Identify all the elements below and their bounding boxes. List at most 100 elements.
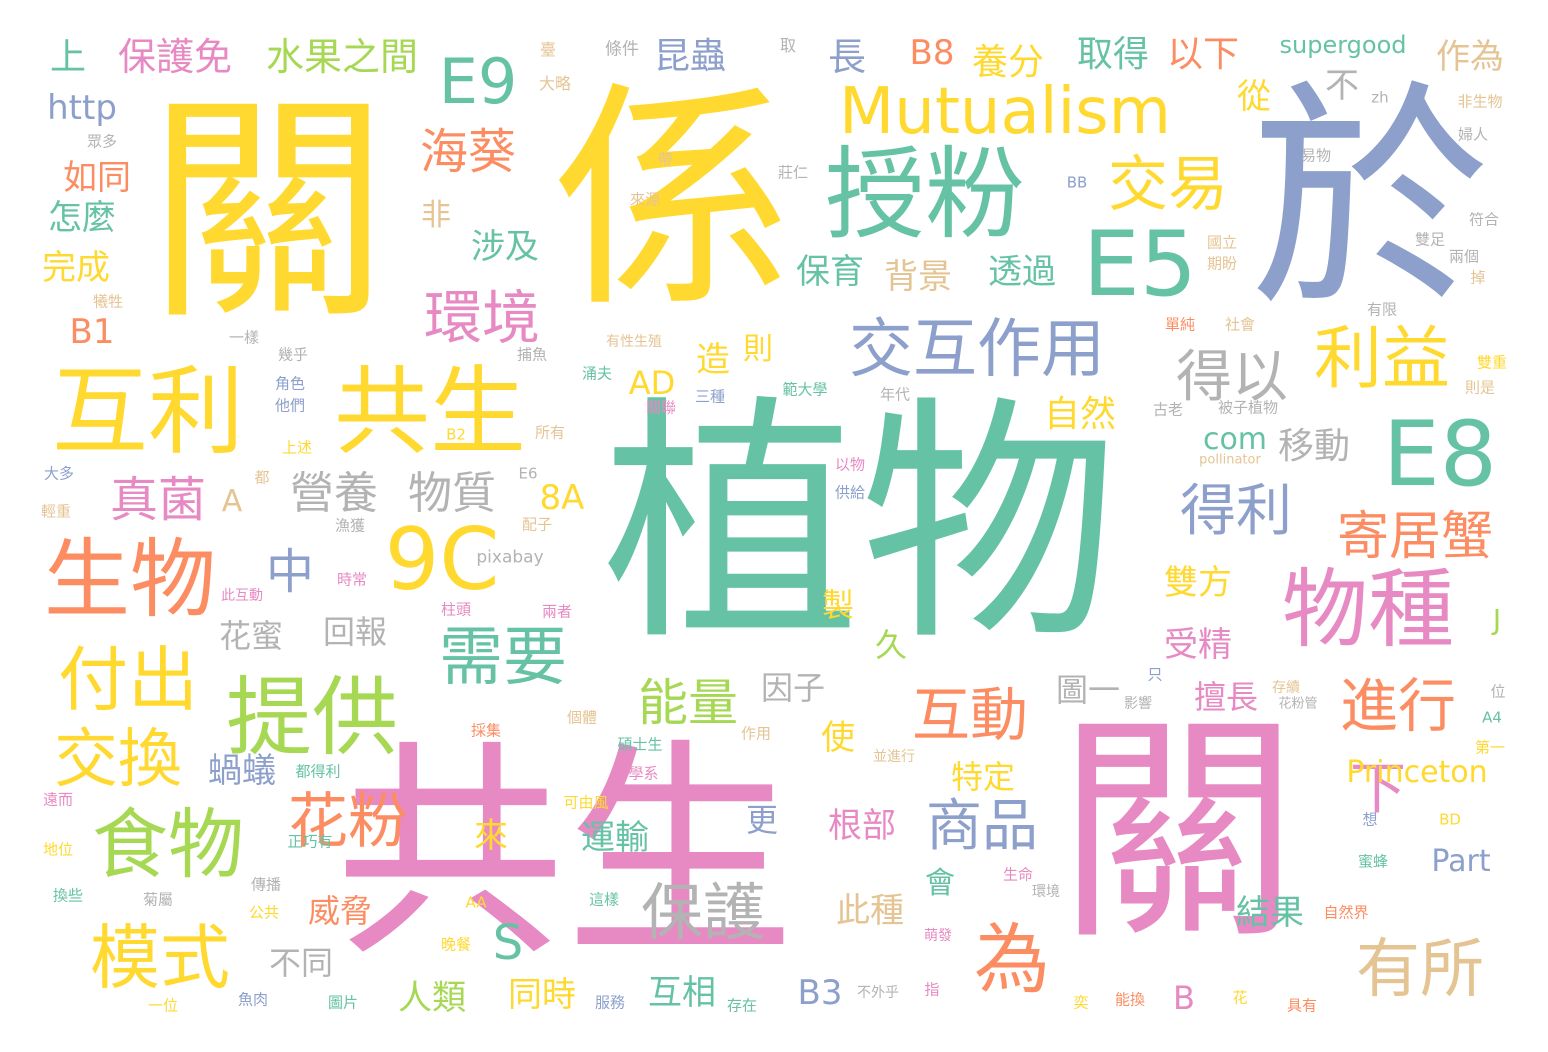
word: 存在 [726,996,758,1015]
word: 雙重 [1476,353,1508,372]
word: 中 [265,544,315,600]
word: 造 [696,340,730,380]
word: 不外乎 [857,985,899,1001]
word: 犧牲 [92,292,124,311]
word: 共生 [334,356,526,468]
word: 遠而 [42,790,74,809]
word: 一位 [147,996,179,1015]
word: 有限 [1366,300,1398,319]
word: B2 [446,425,466,444]
word: 互相 [648,973,716,1013]
word: 物質 [408,468,496,519]
word: 影響 [1124,696,1152,712]
word: 營養 [290,468,378,519]
word: 會 [925,866,955,901]
word: 交互作用 [849,313,1105,387]
word: 特定 [950,758,1016,796]
word: 從 [1237,77,1271,117]
word: 保護免 [117,35,233,79]
word: A [221,484,243,519]
word: 所有 [534,423,566,442]
word: 大略 [538,74,572,93]
word: Princeton [1346,755,1488,790]
word: 換些 [52,886,84,905]
word: 長 [827,35,867,79]
word: 年代 [879,385,911,404]
word: 兩者 [541,602,573,621]
word: zh [1371,88,1389,107]
word: 古老 [1152,400,1184,419]
word: 此種 [836,891,904,931]
word: 條件 [605,39,639,60]
word: 9C [384,510,500,610]
word: com [1202,422,1268,457]
word: 海葵 [419,124,517,180]
word: 輕重 [40,502,72,521]
word: 地位 [42,840,74,859]
word: 掉 [1470,268,1486,287]
word: 作為 [1436,37,1504,77]
word: pixabay [476,547,544,568]
word: 花粉 [288,787,408,857]
word: 服務 [594,993,626,1012]
word: 單純 [1164,315,1196,334]
word: 製 [821,586,855,624]
word: 具有 [1286,996,1318,1015]
word: 兩個 [1448,247,1480,266]
word: 關 [147,72,389,352]
word: 位 [1490,682,1506,701]
word: 菊屬 [142,890,174,909]
word: 時常 [336,570,368,589]
word: 被子植物 [1217,398,1279,417]
word: 傳播 [250,875,282,894]
word: 有性生殖 [606,334,662,350]
word: 交易 [1108,150,1228,220]
word: 於 [1249,60,1491,340]
word: 正巧有 [287,832,333,851]
word: 範大學 [782,380,828,399]
word: 需要 [439,621,567,695]
word: 非生物 [1457,92,1503,111]
word: 移動 [1277,426,1351,467]
word: B [1173,979,1195,1017]
word: 係 [551,60,793,340]
word: 供給 [834,483,866,502]
word: AD [628,364,676,402]
word: 自然界 [1323,903,1369,922]
word: 涉及 [471,227,539,267]
word: E5 [1082,212,1198,317]
word: 圖一 [1055,671,1121,709]
word: 透過 [988,252,1056,292]
word: 根部 [828,806,896,846]
word: 生命 [1002,865,1034,884]
word: AA [465,893,487,912]
word: http [47,88,117,128]
word: A4 [1482,708,1502,727]
word: 使 [821,718,855,758]
word: 雙方 [1164,563,1232,603]
word: 指 [924,980,940,999]
word: BD [1439,810,1461,829]
word: 不 [1325,66,1359,106]
word: 符合 [1468,210,1500,229]
word: 如同 [63,158,131,198]
word: 回報 [322,613,388,651]
word: 國立 [1206,233,1238,252]
word: 利益 [1313,320,1451,399]
word: 配子 [521,515,553,534]
word: 關聯 [645,398,677,417]
word: 他們 [274,396,306,415]
word: 此互動 [221,588,263,604]
word: 角色 [274,374,306,393]
word: 作用 [740,724,772,743]
word: 授粉 [825,136,1025,253]
word: 來 [474,816,508,856]
word: 存續 [1272,680,1300,696]
word: 植物 [602,375,1118,675]
word: 蝸蟻 [208,751,276,791]
word: 則 [743,332,773,367]
word: 大多 [43,464,75,483]
word: 昆蟲 [653,36,727,77]
word: 完成 [42,248,110,288]
word: 只 [1147,665,1163,684]
